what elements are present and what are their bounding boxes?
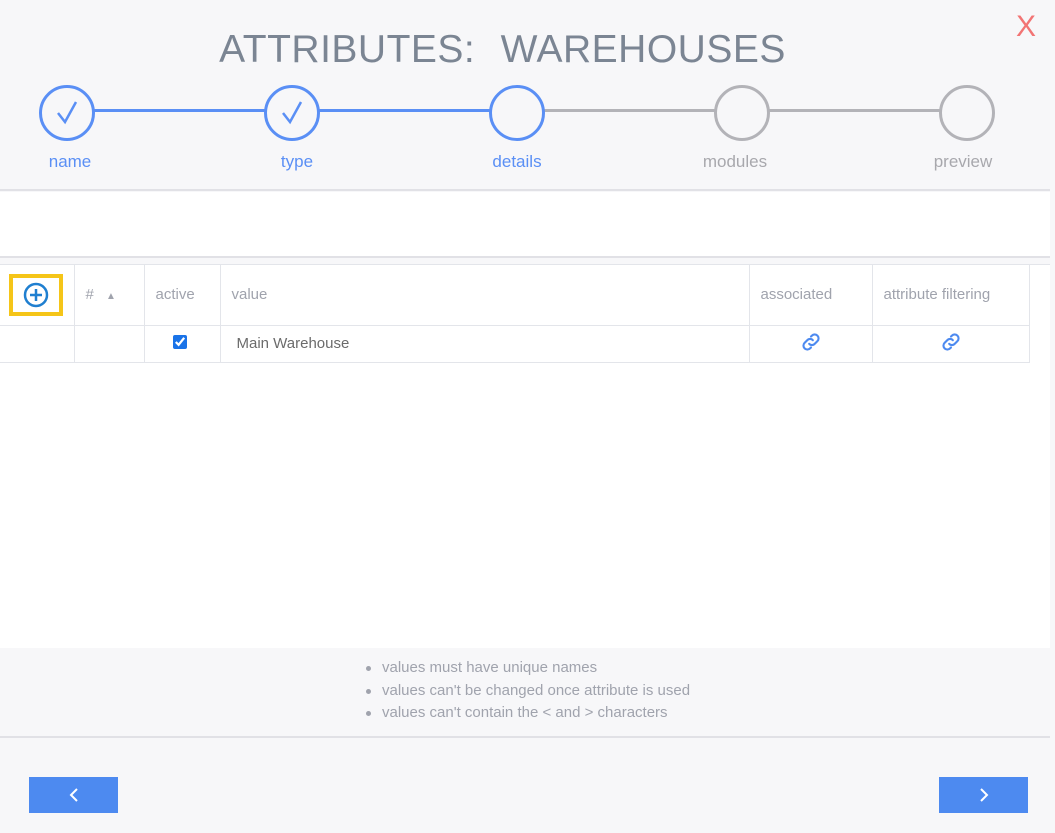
check-icon [282, 101, 303, 125]
column-number[interactable]: # ▲ [74, 265, 145, 326]
step-name[interactable] [39, 85, 95, 141]
table-row: Main Warehouse [0, 325, 1030, 363]
step-label-details: details [492, 152, 542, 171]
column-active[interactable]: active [144, 265, 221, 326]
row-number [74, 325, 145, 363]
note: values must have unique names [366, 657, 690, 680]
step-preview[interactable] [939, 85, 995, 141]
note: values can't contain the < and > charact… [366, 702, 690, 725]
step-modules[interactable] [714, 85, 770, 141]
note: values can't be changed once attribute i… [366, 680, 690, 703]
column-associated[interactable]: associated [749, 265, 873, 326]
plus-circle-icon [23, 282, 49, 307]
check-icon [57, 101, 78, 125]
step-label-type: type [280, 152, 314, 171]
column-attribute-filtering[interactable]: attribute filtering [872, 265, 1030, 326]
value-cell[interactable]: Main Warehouse [220, 325, 750, 363]
values-table: # ▲ active value associated attribute fi… [0, 264, 1050, 648]
link-icon[interactable] [800, 331, 822, 353]
next-button[interactable] [939, 777, 1028, 813]
back-button[interactable] [29, 777, 118, 813]
add-value-button[interactable] [9, 273, 63, 316]
step-type[interactable] [264, 85, 320, 141]
details-panel [0, 192, 1050, 256]
step-label-name: name [48, 152, 92, 171]
step-label-modules: modules [702, 152, 768, 171]
chevron-left-icon [69, 788, 78, 802]
active-checkbox[interactable] [172, 334, 187, 349]
column-value[interactable]: value [220, 265, 750, 326]
column-number-label: # [85, 286, 94, 304]
row-handle [0, 325, 75, 363]
sort-asc-icon: ▲ [106, 291, 116, 303]
table-header: # ▲ active value associated attribute fi… [0, 265, 1030, 326]
divider [0, 736, 1050, 738]
validation-notes: values must have unique names values can… [366, 657, 690, 725]
step-label-preview: preview [933, 152, 993, 171]
link-icon[interactable] [940, 331, 962, 353]
chevron-right-icon [979, 788, 988, 802]
page-title: ATTRIBUTES: WAREHOUSES [219, 28, 786, 71]
divider [0, 189, 1050, 191]
divider [0, 256, 1050, 258]
step-details[interactable] [489, 85, 545, 141]
close-button[interactable]: X [1016, 10, 1037, 43]
